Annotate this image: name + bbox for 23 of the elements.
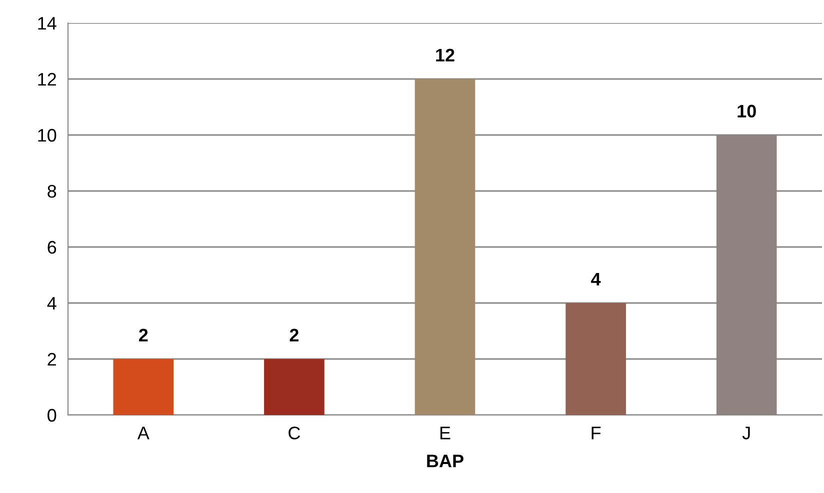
x-tick-label: J — [742, 426, 750, 440]
bar — [566, 303, 626, 415]
data-label: 10 — [738, 104, 756, 118]
y-tick-label: 0 — [48, 408, 56, 422]
data-label: 2 — [139, 328, 148, 342]
bar — [264, 359, 324, 415]
bar — [414, 79, 476, 415]
y-tick-label: 12 — [38, 72, 56, 86]
bar — [113, 359, 174, 415]
data-label: 2 — [290, 328, 298, 342]
data-label: 12 — [436, 48, 454, 62]
y-tick-label: 6 — [48, 240, 56, 254]
data-label: 4 — [591, 272, 601, 286]
y-tick-label: 10 — [38, 128, 56, 142]
y-tick-label: 2 — [48, 352, 56, 366]
y-tick-label: 4 — [47, 297, 56, 310]
x-axis-title: BAP — [427, 454, 464, 468]
x-tick-label: A — [137, 426, 150, 440]
y-tick-label: 8 — [48, 184, 56, 198]
x-tick-label: C — [288, 426, 300, 440]
y-tick-label: 14 — [38, 17, 56, 30]
x-tick-label: F — [592, 426, 601, 440]
x-tick-label: E — [440, 426, 450, 440]
